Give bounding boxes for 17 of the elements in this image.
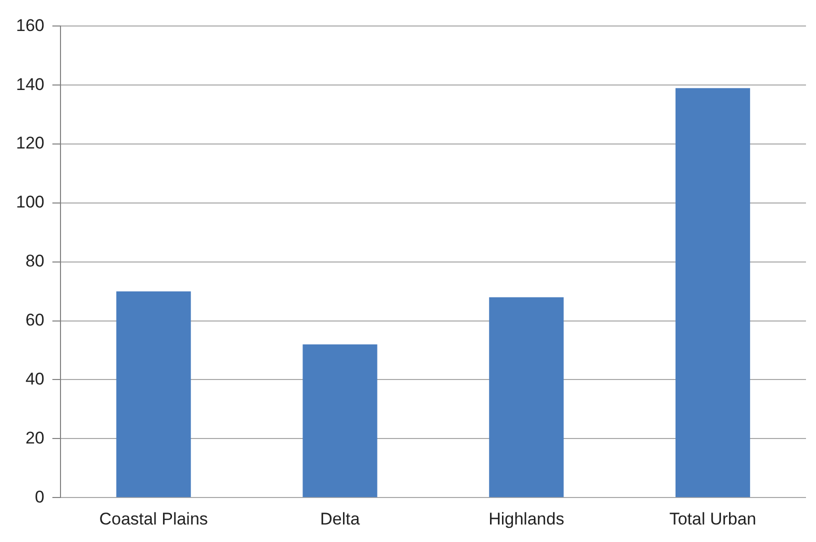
y-tick-label: 40	[25, 369, 44, 388]
y-tick-label: 100	[16, 192, 44, 212]
bar	[116, 291, 191, 498]
y-tick-label: 140	[16, 74, 44, 94]
y-tick-label: 120	[16, 134, 44, 153]
bar	[302, 344, 378, 498]
y-tick-label: 20	[25, 428, 44, 448]
y-tick-label: 0	[34, 487, 44, 506]
x-tick-label: Highlands	[488, 509, 564, 528]
x-tick-label: Total Urban	[669, 509, 756, 528]
x-tick-label: Delta	[320, 509, 360, 528]
x-tick-label: Coastal Plains	[99, 509, 208, 528]
y-tick-label: 80	[25, 252, 44, 271]
y-tick-label: 60	[25, 310, 44, 330]
bar	[676, 88, 750, 498]
y-tick-label: 160	[16, 16, 44, 35]
bar	[489, 297, 564, 498]
